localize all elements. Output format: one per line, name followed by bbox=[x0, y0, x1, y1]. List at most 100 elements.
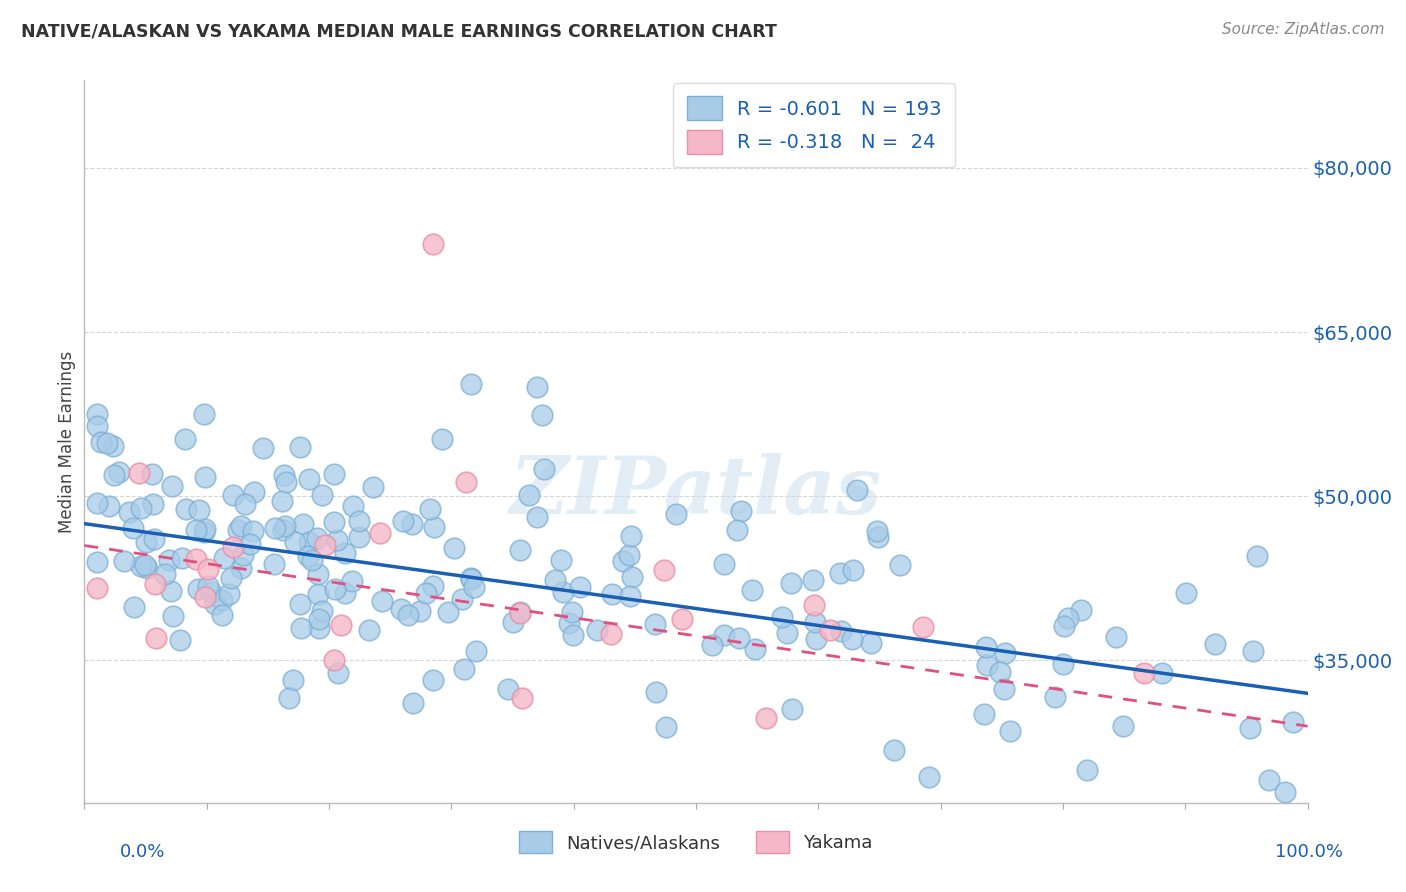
Point bbox=[973, 707, 995, 722]
Point bbox=[1057, 611, 1080, 625]
Point bbox=[308, 612, 330, 626]
Point bbox=[617, 549, 640, 563]
Point bbox=[143, 577, 166, 591]
Point bbox=[273, 468, 295, 483]
Point bbox=[396, 608, 419, 623]
Point bbox=[86, 555, 108, 569]
Point bbox=[1239, 721, 1261, 735]
Point bbox=[1133, 666, 1156, 681]
Point bbox=[323, 582, 346, 596]
Point bbox=[335, 586, 357, 600]
Point bbox=[326, 533, 349, 547]
Point bbox=[1152, 665, 1174, 680]
Point bbox=[804, 632, 827, 646]
Point bbox=[562, 628, 585, 642]
Point bbox=[1053, 619, 1076, 633]
Point bbox=[142, 532, 165, 546]
Point bbox=[301, 553, 323, 567]
Point bbox=[422, 237, 444, 252]
Point bbox=[868, 530, 890, 544]
Point bbox=[780, 702, 803, 716]
Point bbox=[298, 471, 321, 485]
Point bbox=[134, 558, 156, 573]
Point bbox=[644, 616, 666, 631]
Point bbox=[526, 380, 548, 394]
Point bbox=[612, 554, 634, 568]
Point bbox=[328, 665, 350, 680]
Point bbox=[713, 628, 735, 642]
Point bbox=[90, 435, 112, 450]
Point bbox=[1076, 763, 1098, 777]
Point bbox=[917, 770, 939, 784]
Point bbox=[288, 597, 311, 611]
Point bbox=[543, 573, 565, 587]
Point bbox=[460, 572, 482, 586]
Point bbox=[218, 587, 240, 601]
Point bbox=[239, 536, 262, 550]
Point bbox=[725, 523, 748, 537]
Point bbox=[292, 516, 315, 531]
Point bbox=[162, 479, 184, 493]
Point bbox=[430, 432, 453, 446]
Point bbox=[654, 721, 676, 735]
Point bbox=[779, 575, 801, 590]
Point bbox=[1052, 657, 1074, 672]
Point bbox=[307, 586, 329, 600]
Point bbox=[96, 435, 118, 450]
Point bbox=[912, 620, 935, 634]
Point bbox=[533, 462, 555, 476]
Point bbox=[671, 612, 693, 626]
Point bbox=[803, 598, 825, 612]
Point bbox=[866, 524, 889, 538]
Point bbox=[342, 500, 364, 514]
Point bbox=[368, 526, 391, 541]
Point bbox=[841, 632, 863, 647]
Point bbox=[323, 516, 346, 530]
Point bbox=[281, 673, 304, 688]
Point bbox=[496, 681, 519, 696]
Point bbox=[702, 638, 724, 652]
Text: 0.0%: 0.0% bbox=[120, 843, 165, 861]
Point bbox=[1274, 785, 1296, 799]
Point bbox=[993, 682, 1015, 697]
Point bbox=[340, 574, 363, 589]
Point bbox=[728, 631, 751, 645]
Point bbox=[423, 520, 446, 534]
Point bbox=[307, 567, 329, 582]
Text: NATIVE/ALASKAN VS YAKAMA MEDIAN MALE EARNINGS CORRELATION CHART: NATIVE/ALASKAN VS YAKAMA MEDIAN MALE EAR… bbox=[21, 22, 778, 40]
Point bbox=[197, 562, 219, 576]
Point bbox=[422, 673, 444, 687]
Point bbox=[128, 466, 150, 480]
Point bbox=[170, 551, 193, 566]
Point bbox=[176, 501, 198, 516]
Point bbox=[744, 642, 766, 657]
Point bbox=[86, 419, 108, 434]
Point bbox=[389, 602, 412, 616]
Point bbox=[1246, 549, 1268, 563]
Point bbox=[883, 743, 905, 757]
Point bbox=[860, 636, 883, 650]
Point bbox=[141, 467, 163, 482]
Point bbox=[229, 518, 252, 533]
Point bbox=[193, 524, 215, 539]
Point bbox=[103, 467, 125, 482]
Point bbox=[274, 475, 297, 489]
Point bbox=[169, 633, 191, 648]
Y-axis label: Median Male Earnings: Median Male Earnings bbox=[58, 351, 76, 533]
Point bbox=[801, 573, 824, 587]
Point bbox=[277, 691, 299, 706]
Point bbox=[1070, 603, 1092, 617]
Point bbox=[422, 579, 444, 593]
Point bbox=[222, 541, 245, 555]
Point bbox=[118, 504, 141, 518]
Point bbox=[402, 696, 425, 710]
Point bbox=[314, 538, 336, 552]
Point bbox=[551, 584, 574, 599]
Point bbox=[755, 711, 778, 725]
Point bbox=[419, 502, 441, 516]
Point bbox=[460, 571, 482, 585]
Point bbox=[550, 553, 572, 567]
Point bbox=[200, 584, 222, 599]
Point bbox=[311, 604, 333, 618]
Point bbox=[1045, 690, 1067, 704]
